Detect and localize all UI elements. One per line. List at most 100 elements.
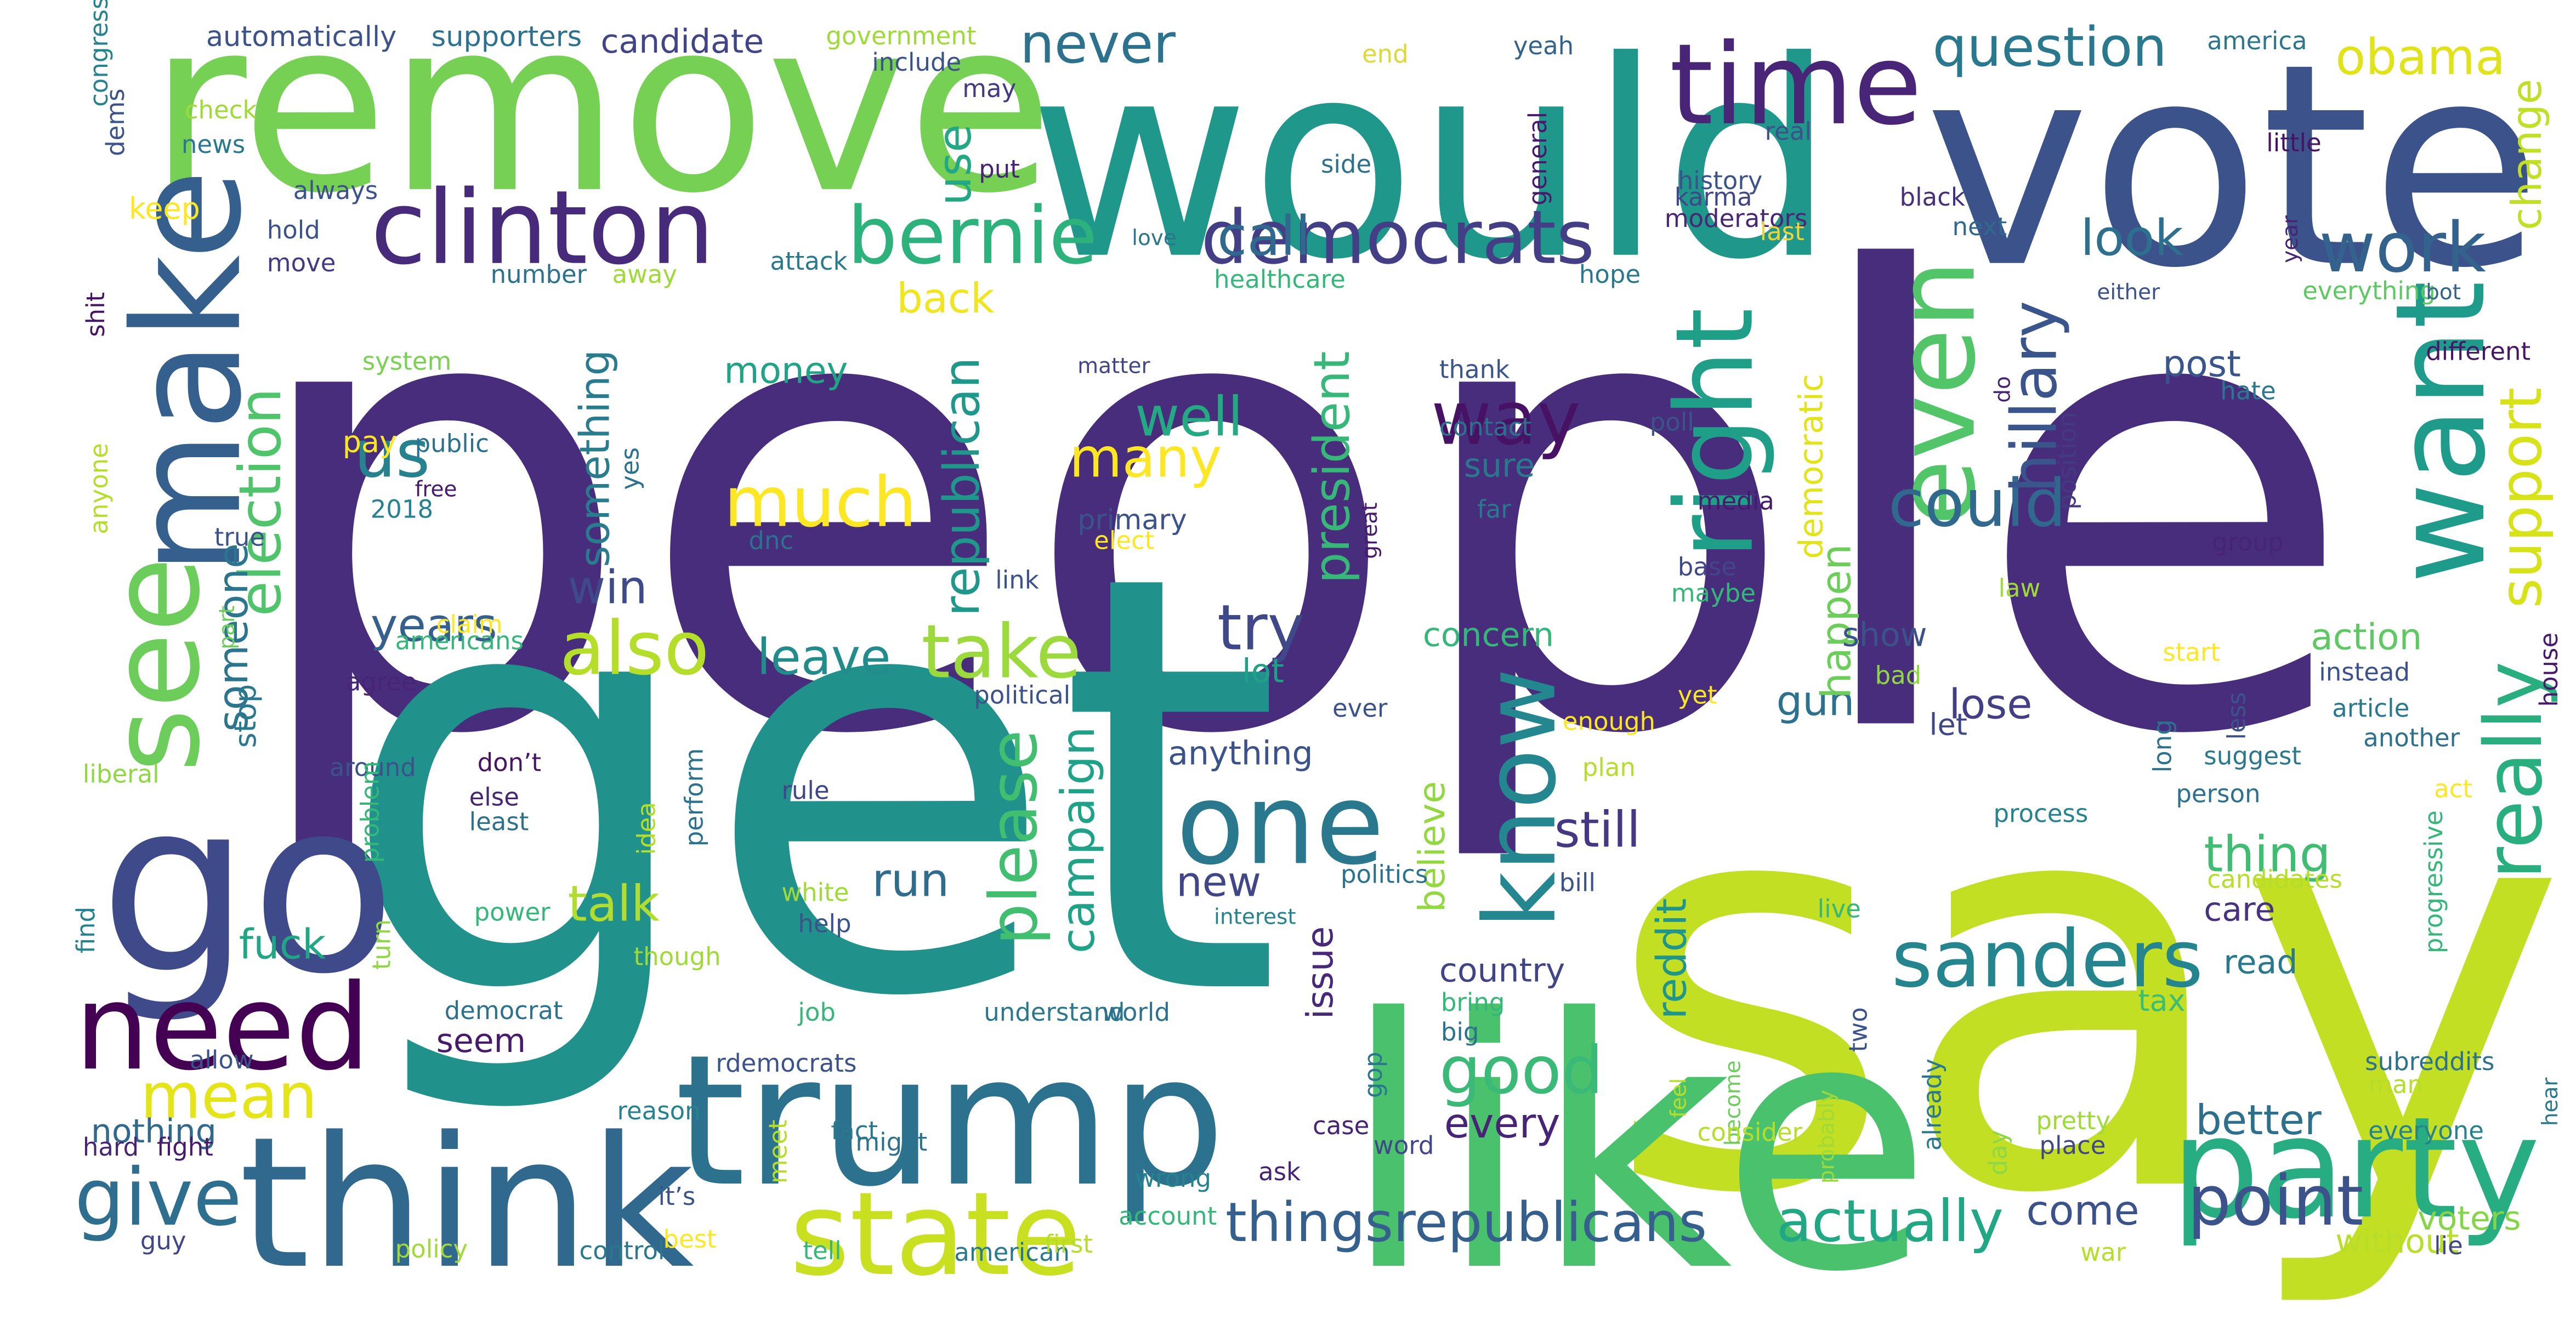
word-could: could [1888, 466, 2067, 542]
word-mean: mean [140, 1060, 317, 1133]
word-use: use [928, 124, 981, 206]
word-gop: gop [1359, 1052, 1388, 1099]
word-reddit: reddit [1648, 898, 1696, 1020]
word-do: do [1990, 376, 2015, 403]
word-white: white [781, 878, 849, 907]
word-history: history [1678, 166, 1763, 195]
word-better: better [2195, 1096, 2322, 1144]
word-dnc: dnc [748, 526, 793, 555]
word-little: little [2266, 128, 2321, 157]
word-account: account [1119, 1202, 1217, 1231]
word-yeah: yeah [1513, 31, 1574, 60]
word-read: read [2223, 943, 2297, 981]
word-either: either [2097, 280, 2160, 305]
word-hillary: hillary [1998, 300, 2070, 493]
word-attack: attack [770, 247, 847, 276]
word-person: person [2176, 779, 2260, 808]
word-karma: karma [1675, 183, 1752, 212]
word-first: first [1045, 1230, 1093, 1259]
word-help: help [798, 909, 851, 938]
word-it-s: it’s [658, 1182, 695, 1211]
word-check: check [185, 95, 257, 124]
word-fuck: fuck [239, 920, 326, 968]
word-year: year [2278, 215, 2303, 263]
word-every: every [1444, 1099, 1561, 1147]
word-meet: meet [763, 1119, 792, 1184]
word-wrong: wrong [1135, 1164, 1211, 1193]
word-lose: lose [1949, 680, 2032, 728]
word-2018: 2018 [371, 495, 433, 524]
word-anything: anything [1168, 734, 1313, 772]
word-nothing: nothing [91, 1112, 217, 1151]
word-public: public [415, 429, 489, 458]
word-like: like [1341, 945, 1933, 1320]
word-pretty: pretty [2036, 1106, 2110, 1135]
word-well: well [1135, 386, 1243, 449]
word-general: general [1523, 112, 1552, 206]
word-primary: primary [1077, 504, 1187, 537]
word-last: last [1760, 217, 1805, 246]
word-believe: believe [1411, 781, 1453, 912]
word-show: show [1842, 616, 1927, 655]
word-move: move [267, 248, 336, 277]
word-ask: ask [1258, 1157, 1301, 1186]
word-automatically: automatically [206, 21, 396, 53]
word-care: care [2204, 890, 2275, 929]
word-plan: plan [1582, 753, 1636, 782]
word-run: run [872, 853, 949, 907]
word-thing: thing [2204, 826, 2330, 883]
word-don-t: don’t [478, 748, 541, 777]
word-politics: politics [1341, 860, 1428, 889]
word-true: true [214, 523, 265, 552]
word-claim: claim [436, 610, 503, 639]
word-feel: feel [1667, 1078, 1692, 1118]
word-black: black [1900, 183, 1965, 212]
word-best: best [663, 1225, 716, 1254]
word-political: political [974, 680, 1070, 709]
word-tell: tell [803, 1236, 841, 1265]
word-process: process [1993, 799, 2088, 828]
word-say: say [1604, 665, 2568, 1316]
word-even: even [1873, 260, 1999, 526]
word-concern: concern [1423, 616, 1554, 655]
word-new: new [1176, 857, 1261, 906]
word-think: think [239, 1098, 694, 1308]
word-policy: policy [395, 1234, 468, 1264]
word-always: always [293, 176, 378, 205]
word-live: live [1818, 894, 1861, 923]
word-day: day [1983, 1130, 2012, 1175]
word-free: free [415, 477, 457, 502]
word-ever: ever [1332, 693, 1388, 722]
word-bill: bill [1559, 868, 1596, 897]
word-win: win [568, 561, 648, 615]
word-understand: understand [984, 998, 1125, 1027]
word-system: system [362, 347, 452, 376]
word-moderators: moderators [1665, 204, 1808, 233]
word-away: away [612, 260, 678, 289]
word-elect: elect [1094, 526, 1154, 555]
word-democrat: democrat [445, 996, 563, 1025]
word-consider: consider [1698, 1118, 1803, 1147]
word-anyone: anyone [84, 443, 114, 534]
word-become: become [1721, 1060, 1746, 1146]
word-word: word [1374, 1131, 1434, 1160]
word-find: find [71, 907, 100, 953]
word-money: money [724, 350, 848, 392]
word-tax: tax [2138, 983, 2185, 1018]
word-question: question [1933, 16, 2167, 79]
word-never: never [1020, 13, 1176, 76]
word-reason: reason [617, 1096, 701, 1125]
word-shit: shit [81, 292, 110, 337]
word-hate: hate [2220, 377, 2276, 406]
word-right: right [1653, 308, 1777, 559]
word-american: american [954, 1238, 1070, 1267]
word-instead: instead [2319, 657, 2410, 686]
word-post: post [2163, 343, 2240, 385]
word-americans: americans [395, 627, 524, 656]
word-group: group [2212, 528, 2284, 557]
word-campaign: campaign [1051, 726, 1105, 953]
word-keep: keep [129, 191, 200, 226]
word-turn: turn [367, 919, 396, 970]
word-want: want [2369, 281, 2513, 583]
